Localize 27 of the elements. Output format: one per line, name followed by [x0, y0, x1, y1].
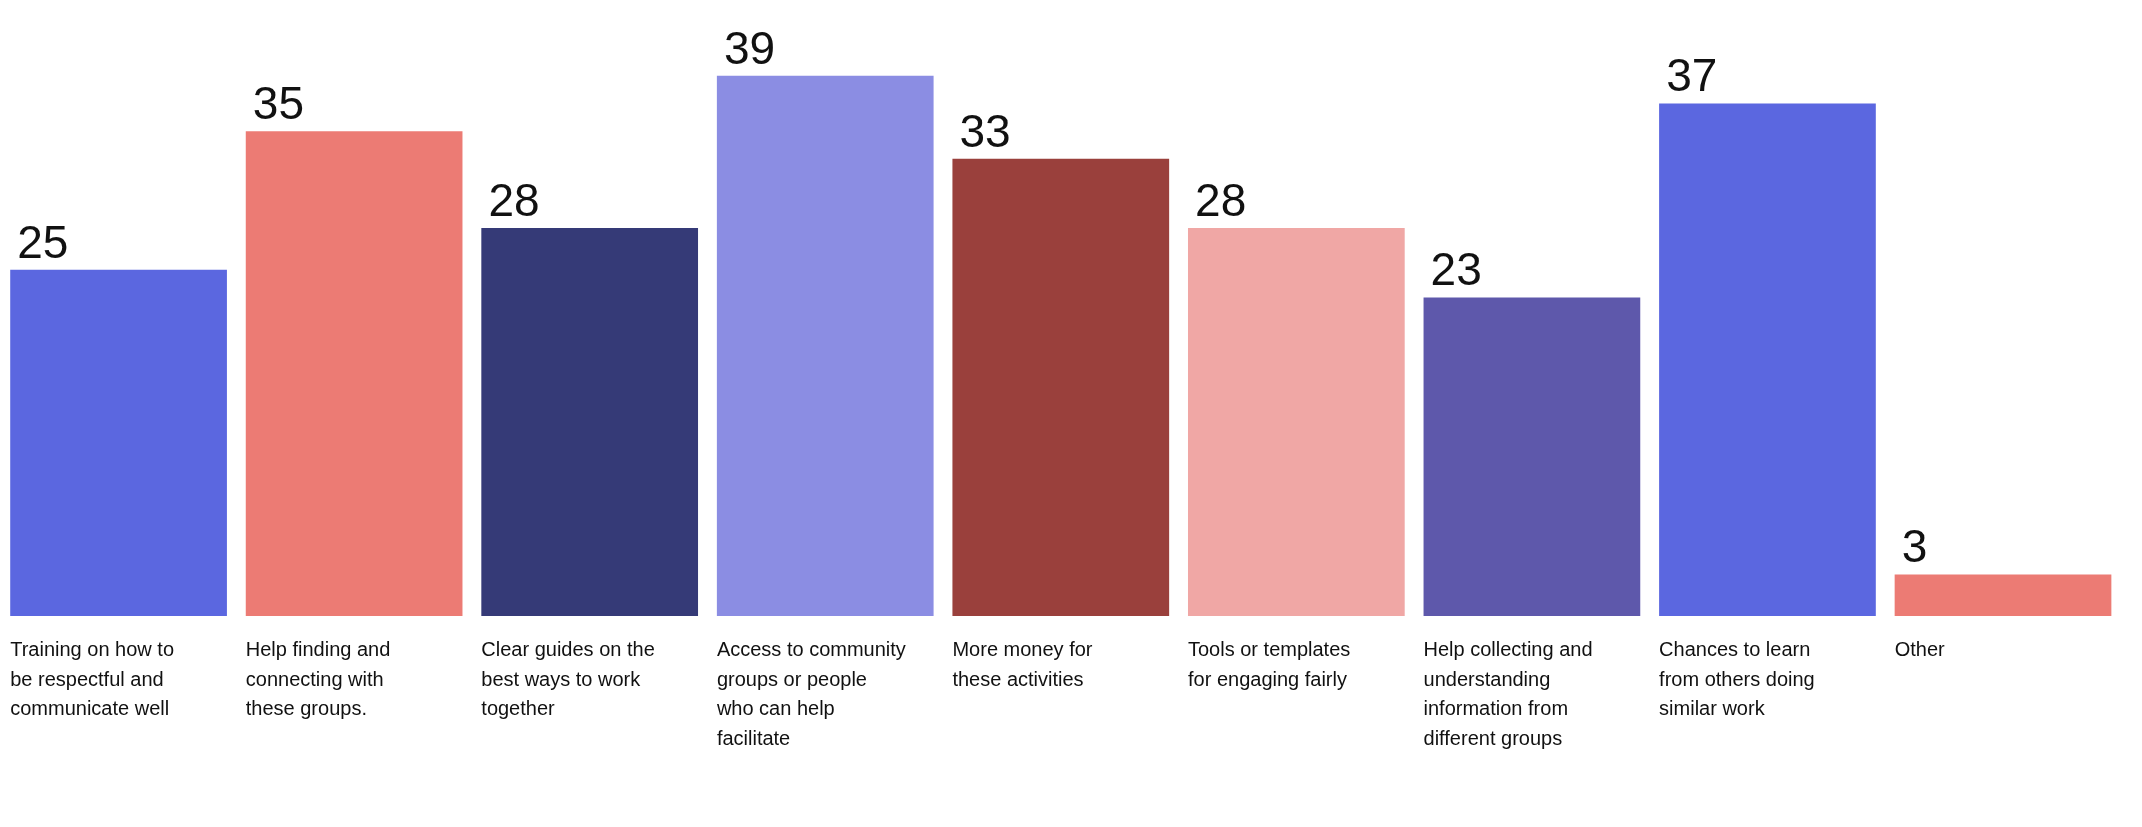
x-tick-label: Help finding and connecting with these groups. — [245, 638, 391, 720]
data-label: 28 — [488, 174, 540, 227]
x-tick-label: Clear guides on the best ways to work together — [481, 638, 655, 720]
x-tick-label: Help collecting and understanding information from different groups — [1423, 638, 1593, 750]
bar — [10, 269, 227, 616]
data-label: 3 — [1901, 520, 1928, 573]
bar — [716, 75, 934, 616]
bar — [481, 228, 699, 616]
x-tick-label: Tools or templates for engaging fairly — [1187, 638, 1351, 690]
bar — [1659, 103, 1876, 616]
x-tick-label: More money for these activities — [952, 638, 1093, 690]
data-label: 37 — [1666, 49, 1718, 102]
data-label: 39 — [723, 21, 776, 74]
bar — [1187, 228, 1405, 616]
data-label: 28 — [1195, 174, 1247, 227]
bar — [1423, 297, 1641, 616]
data-label: 35 — [252, 77, 305, 130]
x-tick-label: Other — [1894, 638, 1946, 660]
data-label: 23 — [1430, 243, 1482, 296]
x-tick-label: Training on how to be respectful and communicate well — [10, 638, 175, 720]
bar — [952, 158, 1170, 616]
data-label: 25 — [17, 215, 69, 268]
bar — [1894, 574, 2112, 616]
x-tick-label: Chances to learn from others doing similar work — [1659, 638, 1815, 720]
data-label: 33 — [959, 104, 1011, 157]
x-tick-label: Access to community groups or people who can help facilitate — [715, 638, 906, 750]
bar — [245, 131, 463, 616]
